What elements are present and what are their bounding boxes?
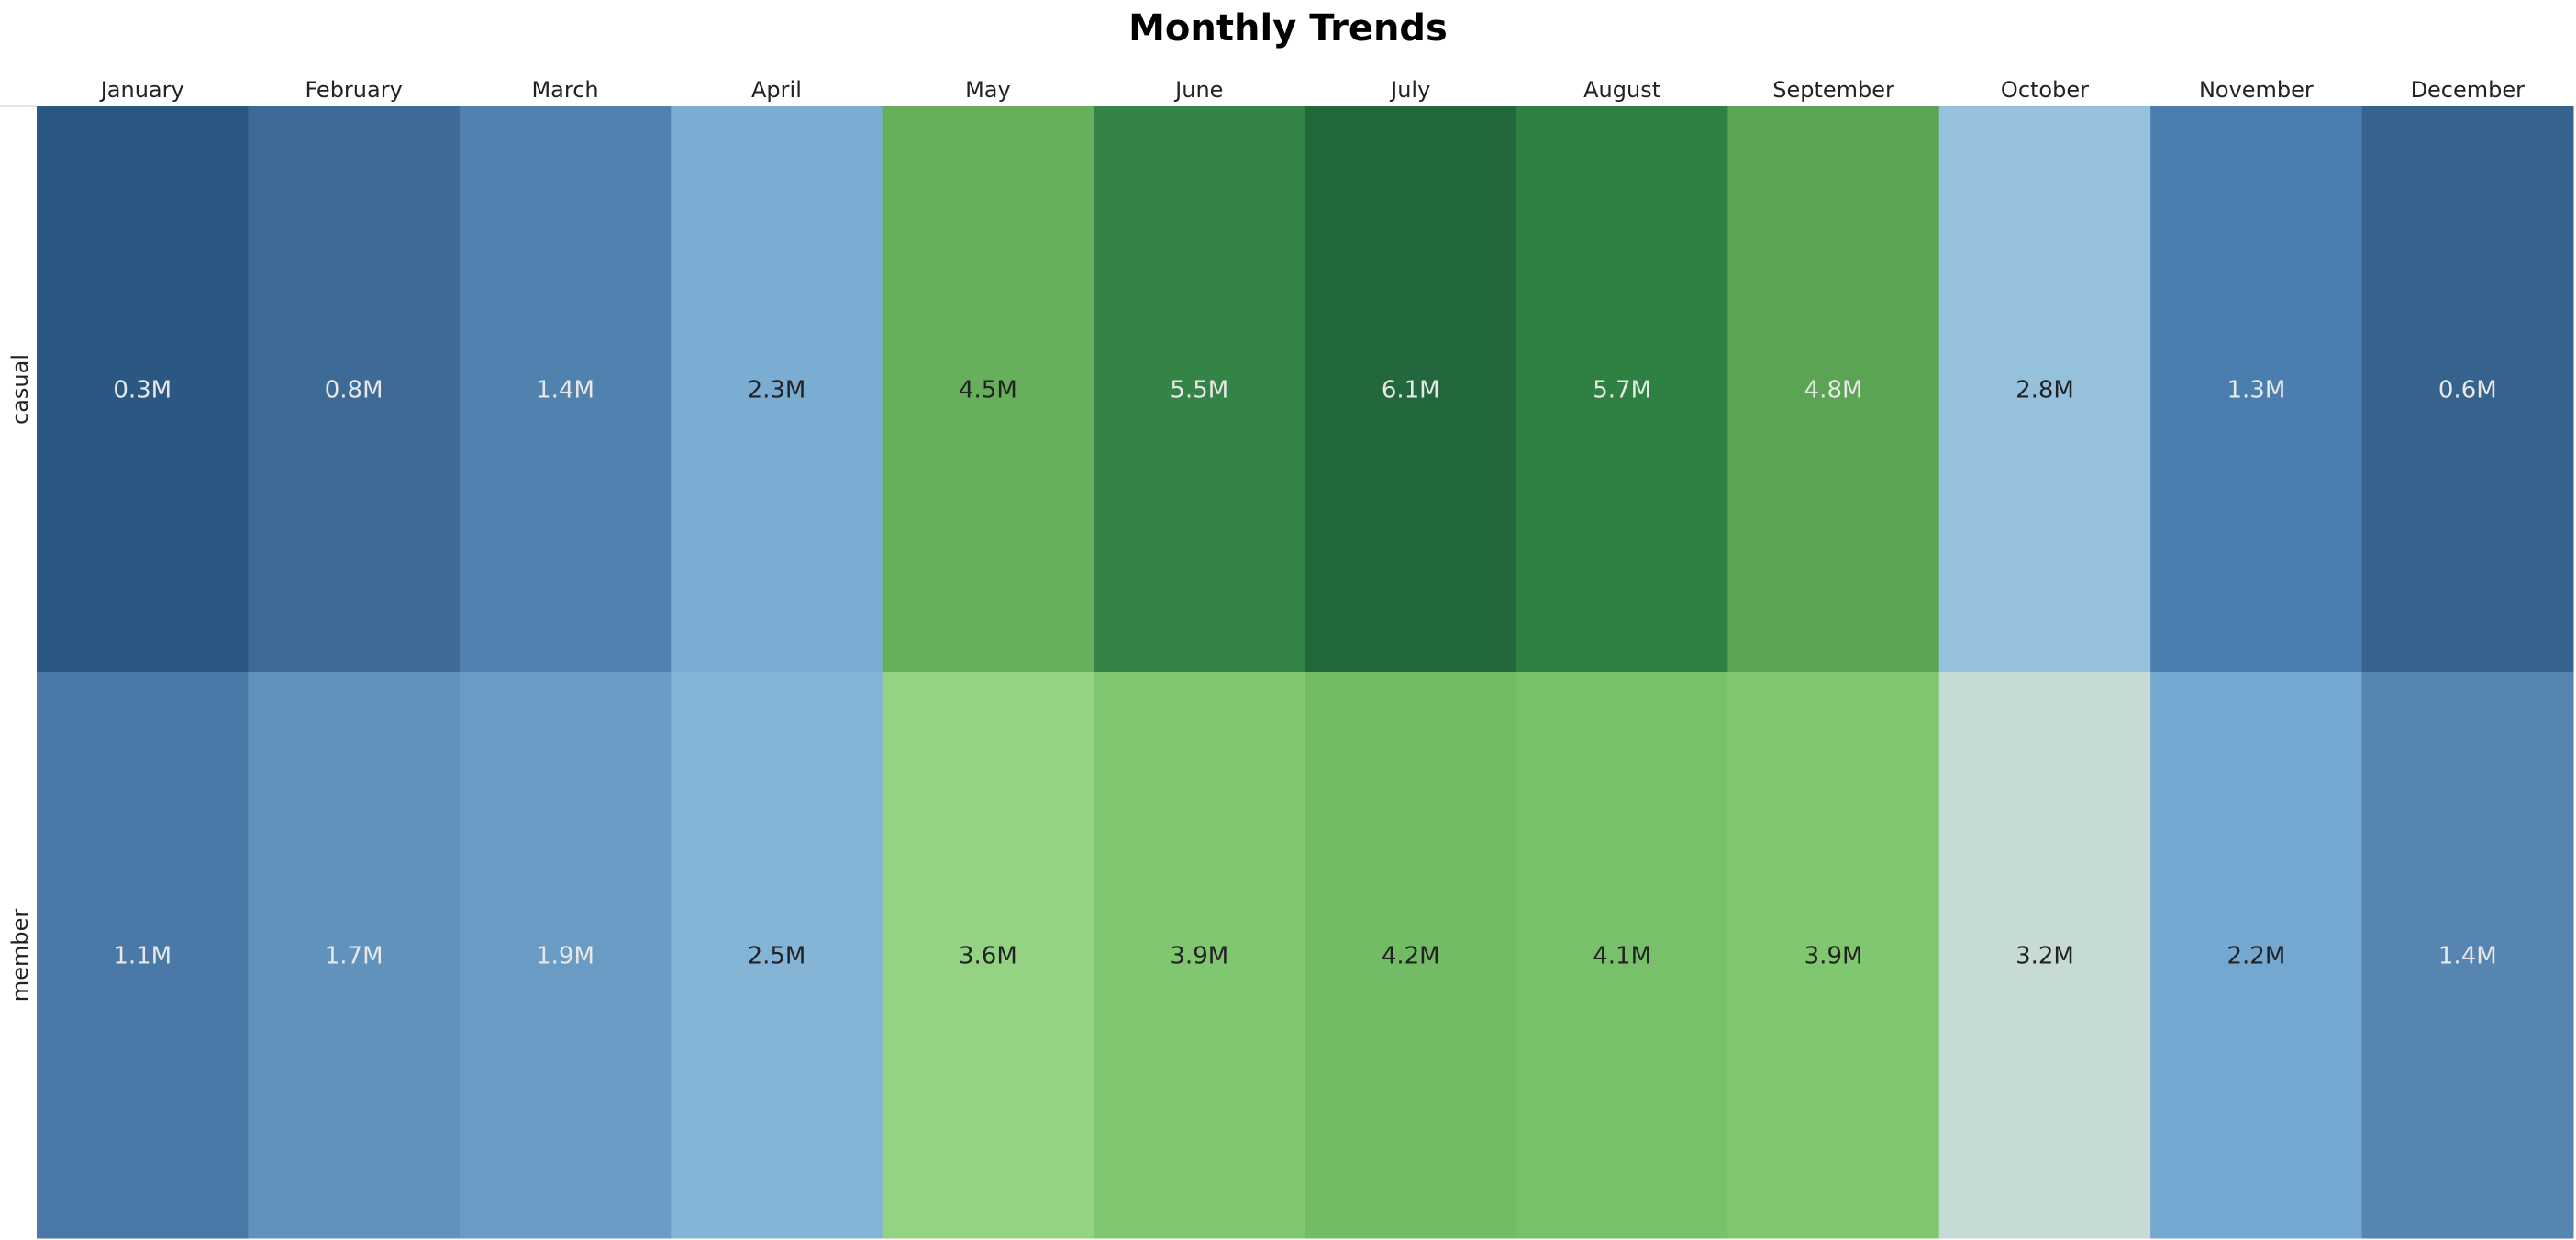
chart-title: Monthly Trends xyxy=(1128,7,1448,50)
x-tick-label: October xyxy=(2001,77,2089,103)
cell-value-label: 3.2M xyxy=(2015,943,2074,970)
x-tick-label: April xyxy=(751,77,802,103)
heatmap-cell-casual-january xyxy=(37,106,249,673)
cell-value-label: 1.4M xyxy=(2438,943,2497,970)
x-tick-label: March xyxy=(531,77,598,103)
heatmap-cell-casual-may xyxy=(882,106,1094,673)
cell-value-label: 2.3M xyxy=(748,377,806,404)
heatmap-cell-member-september xyxy=(1727,672,1940,1239)
heatmap-cell-casual-june xyxy=(1094,106,1305,673)
heatmap-cell-member-august xyxy=(1516,672,1728,1239)
cell-value-label: 4.1M xyxy=(1593,943,1651,970)
heatmap-cell-member-february xyxy=(248,672,461,1239)
x-tick-label: August xyxy=(1583,77,1660,103)
x-tick-label: June xyxy=(1173,77,1223,103)
heatmap-cell-casual-march xyxy=(459,106,672,673)
x-tick-label: January xyxy=(99,77,184,103)
heatmap-cell-casual-april xyxy=(671,106,883,673)
cell-value-label: 2.2M xyxy=(2226,943,2285,970)
heatmap-cell-casual-february xyxy=(248,106,461,673)
cell-value-label: 5.7M xyxy=(1593,377,1651,404)
heatmap-cell-member-december xyxy=(2361,672,2574,1239)
x-tick-label: February xyxy=(305,77,402,103)
cell-value-label: 3.9M xyxy=(1170,943,1228,970)
cell-value-label: 3.6M xyxy=(959,943,1017,970)
cell-value-label: 4.8M xyxy=(1804,377,1863,404)
cell-value-label: 2.5M xyxy=(748,943,806,970)
heatmap-cell-member-may xyxy=(882,672,1094,1239)
cell-value-label: 6.1M xyxy=(1382,377,1440,404)
heatmap-cell-casual-july xyxy=(1305,106,1517,673)
x-tick-label: July xyxy=(1389,77,1430,103)
cell-value-label: 0.3M xyxy=(113,377,172,404)
x-tick-label: November xyxy=(2199,77,2314,103)
heatmap-cell-member-april xyxy=(671,672,883,1239)
heatmap-cell-member-june xyxy=(1094,672,1305,1239)
x-tick-label: September xyxy=(1772,77,1894,103)
cell-value-label: 1.1M xyxy=(113,943,172,970)
y-tick-label: member xyxy=(7,909,33,1002)
heatmap-cell-casual-august xyxy=(1516,106,1728,673)
heatmap-cell-member-july xyxy=(1305,672,1517,1239)
cell-value-label: 4.5M xyxy=(959,377,1017,404)
cell-value-label: 2.8M xyxy=(2015,377,2074,404)
cell-value-label: 4.2M xyxy=(1382,943,1440,970)
cell-value-label: 0.6M xyxy=(2438,377,2497,404)
heatmap-cell-casual-november xyxy=(2150,106,2363,673)
cell-value-label: 1.3M xyxy=(2226,377,2285,404)
cell-value-label: 1.9M xyxy=(536,943,594,970)
cell-value-label: 5.5M xyxy=(1170,377,1228,404)
cell-value-label: 0.8M xyxy=(325,377,383,404)
heatmap-cell-casual-september xyxy=(1727,106,1940,673)
heatmap-cell-member-january xyxy=(37,672,249,1239)
y-tick-label: casual xyxy=(7,354,33,425)
heatmap-cell-member-october xyxy=(1938,672,2151,1239)
cell-value-label: 1.7M xyxy=(325,943,383,970)
heatmap-cell-member-november xyxy=(2150,672,2363,1239)
cell-value-label: 1.4M xyxy=(536,377,594,404)
x-tick-label: December xyxy=(2411,77,2526,103)
heatmap-cell-member-march xyxy=(459,672,672,1239)
heatmap-cell-casual-october xyxy=(1938,106,2151,673)
x-tick-label: May xyxy=(965,77,1011,103)
heatmap-cell-casual-december xyxy=(2361,106,2574,673)
cell-value-label: 3.9M xyxy=(1804,943,1863,970)
